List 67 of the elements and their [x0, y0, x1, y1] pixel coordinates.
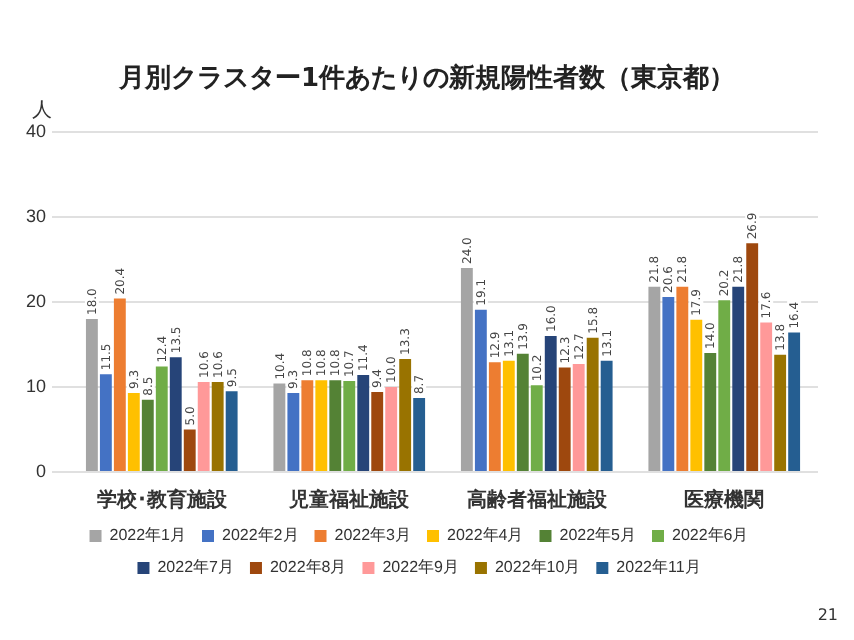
y-tick-label: 10	[25, 375, 47, 396]
legend-label: 2022年3月	[334, 526, 412, 545]
bar	[155, 366, 168, 471]
bar	[211, 381, 224, 471]
text: 21	[817, 606, 838, 624]
legend-label: 2022年10月	[494, 558, 581, 577]
legend-label: 2022年1月	[109, 526, 187, 545]
bar	[516, 353, 529, 471]
bar	[558, 367, 571, 471]
bar	[718, 300, 731, 471]
bar	[329, 380, 342, 471]
x-tick-label: 高齢者福祉施設	[466, 487, 609, 512]
bar	[197, 381, 210, 471]
bar	[586, 337, 599, 471]
bar	[732, 286, 745, 471]
bar	[343, 381, 356, 471]
y-tick-label: 40	[25, 120, 47, 141]
bar	[662, 296, 675, 471]
legend-label: 2022年9月	[382, 558, 459, 577]
bar	[183, 429, 196, 471]
bar	[357, 375, 370, 471]
legend-label: 2022年8月	[269, 558, 347, 577]
bar	[760, 322, 773, 471]
bar	[572, 364, 585, 471]
bar	[474, 309, 487, 471]
x-tick-label: 児童福祉施設	[287, 487, 412, 512]
bar	[530, 385, 543, 471]
y-axis-title: 人	[32, 98, 52, 124]
bar	[141, 399, 154, 471]
bar	[488, 362, 501, 471]
bar	[413, 398, 426, 471]
chart-title: 月別クラスター1件あたりの新規陽性者数（東京都）	[116, 61, 738, 96]
bar	[127, 392, 140, 471]
x-tick-label: 医療機関	[684, 487, 765, 512]
bar	[85, 319, 98, 471]
bar	[301, 380, 314, 471]
bar	[704, 353, 717, 471]
bar	[385, 387, 398, 471]
legend-label: 2022年7月	[157, 558, 234, 577]
legend-label: 2022年5月	[559, 526, 636, 545]
legend-label: 2022年2月	[222, 526, 299, 545]
y-tick-label: 30	[25, 205, 47, 226]
bar	[600, 360, 613, 471]
legend-label: 2022年4月	[447, 526, 524, 545]
bar	[399, 358, 412, 471]
bar	[273, 383, 286, 471]
bar	[460, 268, 473, 471]
bar	[690, 319, 703, 471]
bar	[676, 286, 689, 471]
bar	[746, 243, 759, 471]
bar	[544, 336, 557, 471]
bar	[113, 298, 126, 471]
x-tick-label: 学校･教育施設	[96, 487, 229, 512]
bar	[99, 374, 112, 471]
legend-label: 2022年11月	[616, 558, 701, 577]
bar	[788, 332, 801, 471]
bar	[315, 380, 328, 471]
bar	[648, 286, 661, 471]
y-tick-label: 0	[35, 460, 47, 481]
legend-label: 2022年6月	[671, 526, 749, 545]
bar	[502, 360, 515, 471]
bar	[371, 392, 384, 471]
bar	[169, 357, 182, 471]
bar	[287, 392, 300, 471]
bar	[225, 391, 238, 471]
y-tick-label: 20	[25, 290, 47, 311]
bar	[774, 354, 787, 471]
